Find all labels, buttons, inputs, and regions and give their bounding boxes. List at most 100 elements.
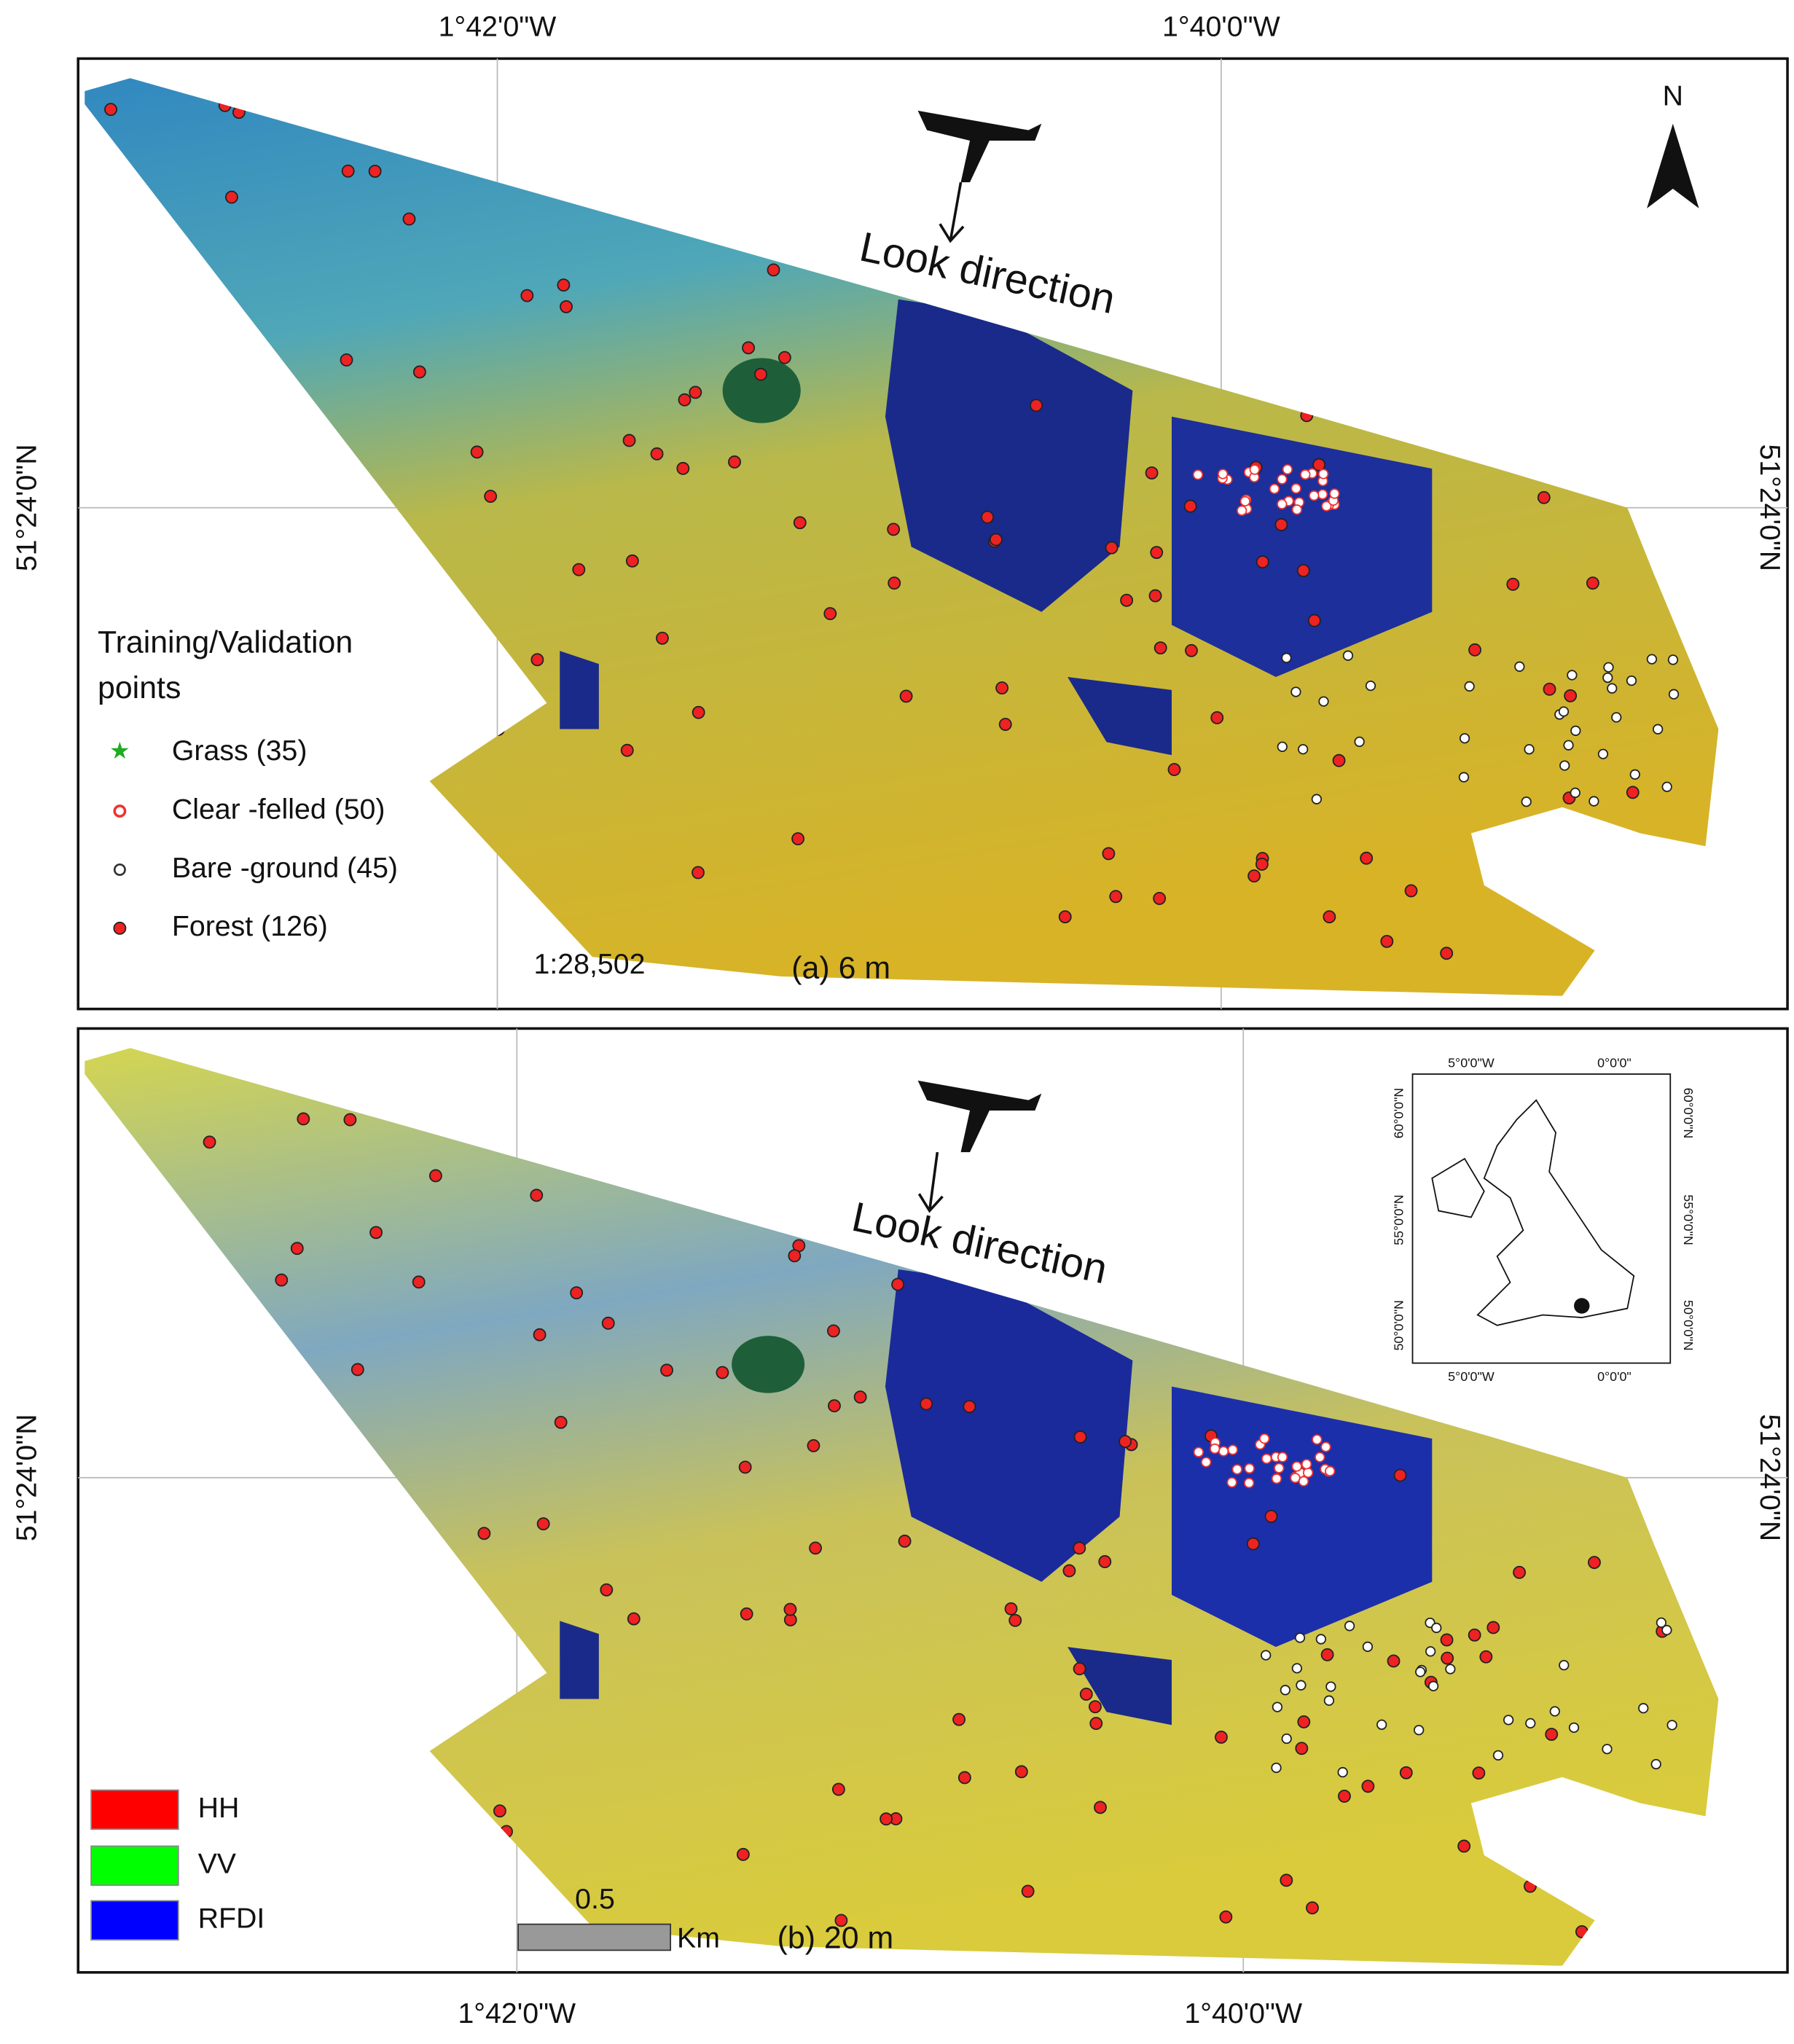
panel-b: 5°0'0"W 0°0'0" 5°0'0"W 0°0'0" 60°0'0"N 5… <box>11 1027 1789 2029</box>
forest-point <box>1393 1468 1407 1482</box>
forest-point <box>736 1847 750 1861</box>
clear-point <box>1315 1452 1325 1462</box>
forest-point <box>783 1602 797 1616</box>
clear-point <box>1269 483 1280 495</box>
forest-point <box>767 263 780 277</box>
bare-point <box>1558 706 1570 717</box>
bare-point <box>1294 1632 1306 1643</box>
forest-point <box>952 1712 966 1726</box>
airplane-icon <box>917 1080 1042 1153</box>
forest-point <box>1440 947 1454 960</box>
forest-point <box>1219 1910 1233 1924</box>
forest-point <box>809 1541 822 1555</box>
forest-symbol <box>113 921 127 935</box>
forest-point <box>898 1535 912 1548</box>
forest-point <box>995 681 1009 694</box>
forest-point <box>554 1415 568 1429</box>
forest-point <box>1255 857 1269 871</box>
forest-point <box>678 393 692 407</box>
bare-point <box>1559 1660 1570 1671</box>
panel-a: 1°42'0"W 1°40'0"W 51°24'0"N 51°24'0"N N … <box>11 11 1789 1011</box>
clear-point <box>1302 1467 1314 1479</box>
forest-point <box>1280 1873 1293 1887</box>
clear-point <box>1274 1462 1285 1473</box>
forest-point <box>1307 614 1321 627</box>
bare-point <box>1427 1680 1439 1691</box>
forest-point <box>275 1273 289 1287</box>
forest-point <box>1119 1435 1132 1449</box>
bare-point <box>1281 1733 1292 1745</box>
forest-point <box>533 1328 547 1342</box>
forest-point <box>224 190 238 204</box>
bare-point <box>1290 686 1301 697</box>
bare-point <box>1567 670 1578 681</box>
forest-point <box>807 1438 820 1452</box>
clear-point <box>1298 1476 1309 1487</box>
forest-point <box>676 461 690 475</box>
clear-point <box>1317 469 1329 479</box>
forest-point <box>1073 1541 1086 1555</box>
forest-point <box>823 607 837 621</box>
bare-point <box>1271 1762 1282 1774</box>
forest-point <box>520 289 534 302</box>
forest-point <box>1120 593 1134 607</box>
forest-point <box>989 533 1003 547</box>
forest-point <box>1102 847 1116 861</box>
bare-point <box>1464 681 1475 692</box>
forest-point <box>536 1517 550 1531</box>
forest-point <box>104 103 117 117</box>
bare-point <box>1607 683 1618 694</box>
legend-item: Forest (126) <box>172 910 328 942</box>
clear-point <box>1329 488 1340 499</box>
forest-point <box>957 1771 971 1785</box>
forest-point <box>1295 1742 1309 1755</box>
forest-point <box>1153 641 1167 655</box>
forest-point <box>572 563 586 576</box>
forest-point <box>716 1366 729 1379</box>
bare-point <box>1458 772 1470 783</box>
bare-point <box>1589 796 1599 807</box>
forest-point <box>297 1112 310 1126</box>
clear-point <box>1239 496 1250 507</box>
bare-point <box>1337 1766 1348 1778</box>
forest-point <box>880 1812 893 1826</box>
legend-title: Training/Validation <box>98 625 353 660</box>
forest-point <box>728 455 741 469</box>
panel-caption: (b) 20 m <box>777 1920 894 1955</box>
forest-point <box>600 1583 614 1597</box>
bare-point <box>1603 662 1614 673</box>
bare-point <box>1344 1621 1355 1632</box>
inset-label: 5°0'0"W <box>1448 1369 1495 1384</box>
look-arrow <box>917 1151 944 1213</box>
inset-map <box>1431 1099 1635 1326</box>
scale-ratio: 1:28,502 <box>534 948 646 980</box>
forest-point <box>1145 466 1159 479</box>
forest-point <box>1073 1662 1086 1675</box>
forest-point <box>1404 884 1418 898</box>
inset-frame <box>1411 1073 1672 1364</box>
forest-point <box>1021 1884 1035 1898</box>
bare-point <box>1362 1641 1374 1652</box>
forest-point <box>920 1397 933 1411</box>
forest-point <box>402 212 416 226</box>
clear-point <box>1217 469 1229 479</box>
inset-label: 50°0'0"N <box>1681 1300 1696 1351</box>
bare-point <box>1570 725 1581 736</box>
forest-point <box>1586 576 1599 590</box>
bare-point <box>1291 1663 1303 1674</box>
longitude-label: 1°40'0"W <box>1162 11 1280 43</box>
channel-label: VV <box>198 1848 237 1880</box>
scale-bar <box>517 1923 672 1951</box>
bare-point <box>1514 661 1525 672</box>
clear-point <box>1325 1465 1336 1476</box>
bare-point <box>1277 741 1288 752</box>
forest-point <box>1297 1715 1311 1728</box>
latitude-label: 51°24'0"N <box>11 1414 43 1541</box>
forest-point <box>1360 851 1374 865</box>
legend-item: Grass (35) <box>172 735 308 767</box>
bare-point <box>1602 1744 1613 1755</box>
forest-point <box>203 1135 216 1149</box>
bare-point <box>1272 1702 1283 1712</box>
latitude-label: 51°24'0"N <box>11 444 43 571</box>
forest-point <box>1185 643 1198 657</box>
